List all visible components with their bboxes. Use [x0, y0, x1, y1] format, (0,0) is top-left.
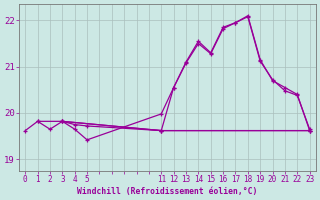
X-axis label: Windchill (Refroidissement éolien,°C): Windchill (Refroidissement éolien,°C)	[77, 187, 258, 196]
